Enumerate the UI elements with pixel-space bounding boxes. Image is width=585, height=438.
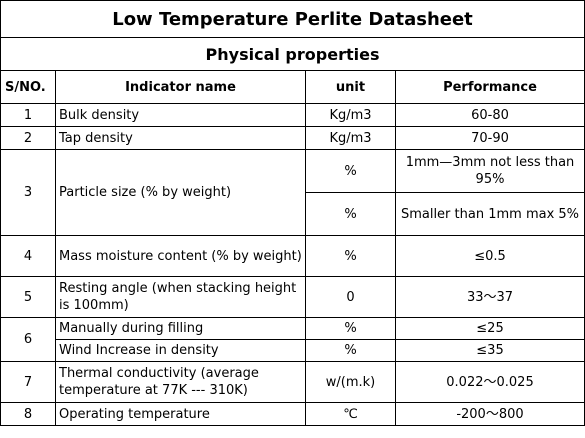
indicator-name: Tap density [55, 126, 306, 150]
table-row: 5 Resting angle (when stacking height is… [0, 276, 585, 318]
indicator-name: Manually during filling [55, 317, 306, 340]
indicator-name: Particle size (% by weight) [55, 149, 306, 236]
unit-cell: Kg/m3 [305, 103, 396, 127]
performance-cell: Smaller than 1mm max 5% [395, 192, 585, 236]
header-unit: unit [305, 70, 396, 104]
indicator-name: Wind Increase in density [55, 339, 306, 362]
row-number: 2 [0, 126, 56, 150]
performance-cell: 60-80 [395, 103, 585, 127]
indicator-name: Operating temperature [55, 402, 306, 426]
table-row: 8 Operating temperature ℃ -200～800 [0, 402, 585, 426]
performance-cell: ≤0.5 [395, 235, 585, 277]
table-row: 7 Thermal conductivity (average temperat… [0, 361, 585, 403]
unit-cell: ℃ [305, 402, 396, 426]
section-title: Physical properties [0, 37, 585, 71]
unit-cell: % [305, 192, 396, 236]
unit-cell: Kg/m3 [305, 126, 396, 150]
indicator-name: Mass moisture content (% by weight) [55, 235, 306, 277]
unit-cell: w/(m.k) [305, 361, 396, 403]
table-row: 3 Particle size (% by weight) % 1mm—3mm … [0, 149, 585, 236]
unit-cell: % [305, 235, 396, 277]
sheet-title: Low Temperature Perlite Datasheet [0, 0, 585, 38]
performance-cell: 33～37 [395, 276, 585, 318]
performance-cell: ≤25 [395, 317, 585, 340]
table-row: 1 Bulk density Kg/m3 60-80 [0, 103, 585, 127]
table-row: 4 Mass moisture content (% by weight) % … [0, 235, 585, 277]
unit-cell: % [305, 149, 396, 193]
performance-cell: ≤35 [395, 339, 585, 362]
row-number: 1 [0, 103, 56, 127]
header-indicator: Indicator name [55, 70, 306, 104]
table-row: 6 Manually during filling % ≤25 [0, 317, 585, 362]
row-number: 6 [0, 317, 56, 362]
row-number: 8 [0, 402, 56, 426]
indicator-name: Resting angle (when stacking height is 1… [55, 276, 306, 318]
row-number: 5 [0, 276, 56, 318]
performance-cell: -200～800 [395, 402, 585, 426]
performance-cell: 70-90 [395, 126, 585, 150]
table-row: % Smaller than 1mm max 5% [1, 192, 585, 236]
table-row: Wind Increase in density % ≤35 [1, 339, 585, 362]
indicator-name: Thermal conductivity (average temperatur… [55, 361, 306, 403]
indicator-name: Bulk density [55, 103, 306, 127]
unit-cell: % [305, 317, 396, 340]
unit-cell: 0 [305, 276, 396, 318]
header-performance: Performance [395, 70, 585, 104]
unit-cell: % [305, 339, 396, 362]
performance-cell: 1mm—3mm not less than 95% [395, 149, 585, 193]
row-number: 7 [0, 361, 56, 403]
performance-cell: 0.022～0.025 [395, 361, 585, 403]
table-row: 2 Tap density Kg/m3 70-90 [0, 126, 585, 150]
row-number: 3 [0, 149, 56, 236]
row-number: 4 [0, 235, 56, 277]
header-row: S/NO. Indicator name unit Performance [0, 70, 585, 104]
header-sno: S/NO. [0, 70, 56, 104]
datasheet-table: Low Temperature Perlite Datasheet Physic… [0, 0, 585, 426]
